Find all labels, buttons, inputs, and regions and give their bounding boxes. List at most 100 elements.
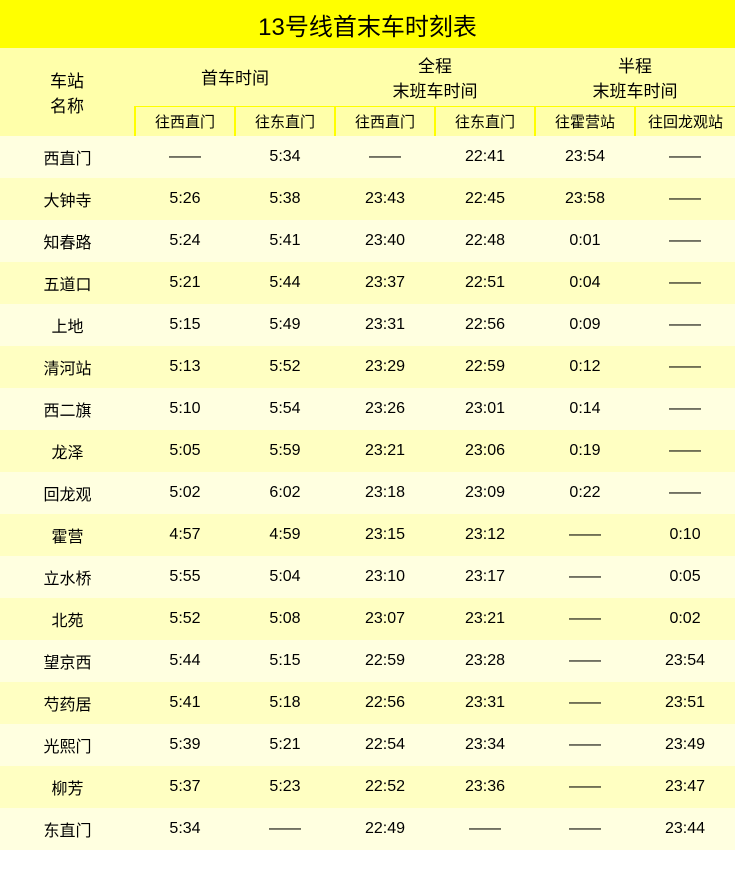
- time-cell: ——: [535, 682, 635, 724]
- time-cell: 4:59: [235, 514, 335, 556]
- time-cell: ——: [635, 304, 735, 346]
- time-cell: 23:51: [635, 682, 735, 724]
- time-cell: 4:57: [135, 514, 235, 556]
- time-cell: 23:07: [335, 598, 435, 640]
- time-cell: 22:59: [335, 640, 435, 682]
- time-cell: 23:15: [335, 514, 435, 556]
- table-row: 上地5:155:4923:3122:560:09——: [0, 304, 735, 346]
- time-cell: 5:08: [235, 598, 335, 640]
- time-cell: ——: [535, 514, 635, 556]
- time-cell: 5:52: [135, 598, 235, 640]
- time-cell: ——: [635, 220, 735, 262]
- time-cell: ——: [435, 808, 535, 850]
- time-cell: 23:54: [535, 136, 635, 178]
- time-cell: 5:13: [135, 346, 235, 388]
- time-cell: ——: [535, 766, 635, 808]
- time-cell: ——: [635, 472, 735, 514]
- table-row: 大钟寺5:265:3823:4322:4523:58——: [0, 178, 735, 220]
- table-row: 霍营4:574:5923:1523:12——0:10: [0, 514, 735, 556]
- col-subheader: 往西直门: [335, 106, 435, 136]
- table-row: 柳芳5:375:2322:5223:36——23:47: [0, 766, 735, 808]
- col-header-group-0: 首车时间: [135, 48, 335, 106]
- time-cell: 23:49: [635, 724, 735, 766]
- timetable-head: 13号线首末车时刻表 车站名称 首车时间 全程末班车时间 半程末班车时间 往西直…: [0, 0, 735, 136]
- time-cell: 5:44: [235, 262, 335, 304]
- time-cell: ——: [535, 640, 635, 682]
- table-row: 知春路5:245:4123:4022:480:01——: [0, 220, 735, 262]
- station-name: 东直门: [0, 808, 135, 850]
- time-cell: 23:58: [535, 178, 635, 220]
- time-cell: 0:10: [635, 514, 735, 556]
- station-name: 芍药居: [0, 682, 135, 724]
- table-row: 芍药居5:415:1822:5623:31——23:51: [0, 682, 735, 724]
- time-cell: 22:52: [335, 766, 435, 808]
- time-cell: 22:48: [435, 220, 535, 262]
- time-cell: 5:04: [235, 556, 335, 598]
- time-cell: 22:49: [335, 808, 435, 850]
- time-cell: 5:34: [235, 136, 335, 178]
- time-cell: 23:31: [335, 304, 435, 346]
- col-subheader: 往东直门: [435, 106, 535, 136]
- time-cell: 5:44: [135, 640, 235, 682]
- station-name: 立水桥: [0, 556, 135, 598]
- time-cell: ——: [535, 808, 635, 850]
- time-cell: 23:37: [335, 262, 435, 304]
- time-cell: 23:43: [335, 178, 435, 220]
- time-cell: 23:09: [435, 472, 535, 514]
- station-name: 清河站: [0, 346, 135, 388]
- time-cell: 5:05: [135, 430, 235, 472]
- time-cell: ——: [635, 178, 735, 220]
- time-cell: 0:01: [535, 220, 635, 262]
- time-cell: 23:17: [435, 556, 535, 598]
- table-row: 西二旗5:105:5423:2623:010:14——: [0, 388, 735, 430]
- time-cell: 5:21: [135, 262, 235, 304]
- time-cell: 5:23: [235, 766, 335, 808]
- station-name: 西直门: [0, 136, 135, 178]
- time-cell: 5:18: [235, 682, 335, 724]
- time-cell: ——: [535, 724, 635, 766]
- col-header-group-2: 半程末班车时间: [535, 48, 735, 106]
- col-subheader: 往霍营站: [535, 106, 635, 136]
- table-row: 光熙门5:395:2122:5423:34——23:49: [0, 724, 735, 766]
- time-cell: 23:44: [635, 808, 735, 850]
- table-row: 西直门——5:34——22:4123:54——: [0, 136, 735, 178]
- time-cell: 0:22: [535, 472, 635, 514]
- time-cell: 23:06: [435, 430, 535, 472]
- station-name: 知春路: [0, 220, 135, 262]
- time-cell: 5:15: [135, 304, 235, 346]
- station-name: 回龙观: [0, 472, 135, 514]
- time-cell: 22:41: [435, 136, 535, 178]
- time-cell: 23:21: [335, 430, 435, 472]
- time-cell: 0:02: [635, 598, 735, 640]
- time-cell: ——: [635, 136, 735, 178]
- station-name: 上地: [0, 304, 135, 346]
- time-cell: 0:12: [535, 346, 635, 388]
- time-cell: 6:02: [235, 472, 335, 514]
- time-cell: 22:51: [435, 262, 535, 304]
- time-cell: ——: [635, 430, 735, 472]
- time-cell: 5:34: [135, 808, 235, 850]
- time-cell: 5:21: [235, 724, 335, 766]
- station-name: 五道口: [0, 262, 135, 304]
- time-cell: 5:54: [235, 388, 335, 430]
- station-name: 霍营: [0, 514, 135, 556]
- time-cell: 5:02: [135, 472, 235, 514]
- time-cell: 5:15: [235, 640, 335, 682]
- time-cell: 0:14: [535, 388, 635, 430]
- time-cell: 22:56: [435, 304, 535, 346]
- col-subheader: 往东直门: [235, 106, 335, 136]
- time-cell: 5:52: [235, 346, 335, 388]
- time-cell: 23:36: [435, 766, 535, 808]
- time-cell: 5:26: [135, 178, 235, 220]
- table-row: 东直门5:34——22:49————23:44: [0, 808, 735, 850]
- station-name: 大钟寺: [0, 178, 135, 220]
- table-row: 北苑5:525:0823:0723:21——0:02: [0, 598, 735, 640]
- time-cell: ——: [135, 136, 235, 178]
- time-cell: ——: [635, 262, 735, 304]
- time-cell: 23:21: [435, 598, 535, 640]
- station-name: 北苑: [0, 598, 135, 640]
- time-cell: ——: [635, 346, 735, 388]
- time-cell: 22:59: [435, 346, 535, 388]
- table-row: 立水桥5:555:0423:1023:17——0:05: [0, 556, 735, 598]
- col-subheader: 往西直门: [135, 106, 235, 136]
